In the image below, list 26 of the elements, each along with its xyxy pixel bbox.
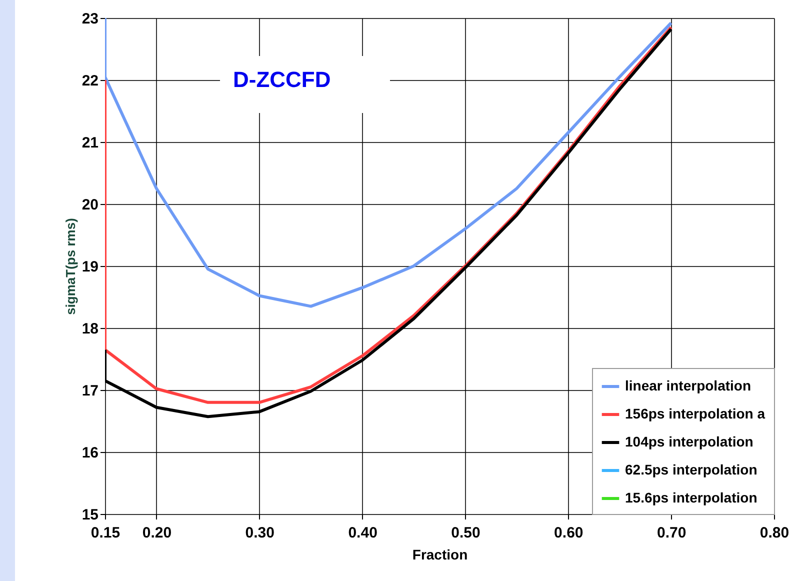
legend-label: 104ps interpolation	[625, 434, 754, 450]
x-tick-label: 0.30	[245, 524, 274, 542]
y-tick-label: 20	[82, 196, 98, 214]
legend-label: 156ps interpolation a	[625, 406, 766, 422]
y-tick-label: 23	[82, 10, 98, 28]
y-tick-label: 17	[82, 382, 98, 400]
x-tick-label: 0.70	[656, 524, 686, 542]
y-tick-label: 19	[82, 258, 98, 276]
x-tick-label: 0.80	[760, 524, 790, 542]
x-axis-title: Fraction	[412, 546, 468, 562]
legend-label: 62.5ps interpolation	[625, 462, 758, 478]
y-tick-label: 16	[82, 444, 98, 462]
x-tick-label: 0.50	[451, 524, 480, 542]
y-tick-label: 18	[82, 320, 98, 338]
line-series	[105, 18, 673, 308]
y-tick-label: 22	[82, 72, 98, 90]
x-tick-label: 0.60	[554, 524, 584, 542]
y-axis-title: sigmaT(ps rms)	[62, 218, 78, 315]
y-tick-label: 15	[82, 506, 98, 524]
x-tick-label: 0.40	[348, 524, 378, 542]
legend-label: linear interpolation	[625, 378, 752, 394]
legend-label: 15.6ps interpolation	[625, 490, 758, 506]
y-tick-label: 21	[82, 134, 98, 152]
x-tick-label: 0.20	[142, 524, 172, 542]
x-tick-label: 0.15	[90, 524, 120, 542]
annotation: D-ZCCFD	[233, 67, 331, 92]
